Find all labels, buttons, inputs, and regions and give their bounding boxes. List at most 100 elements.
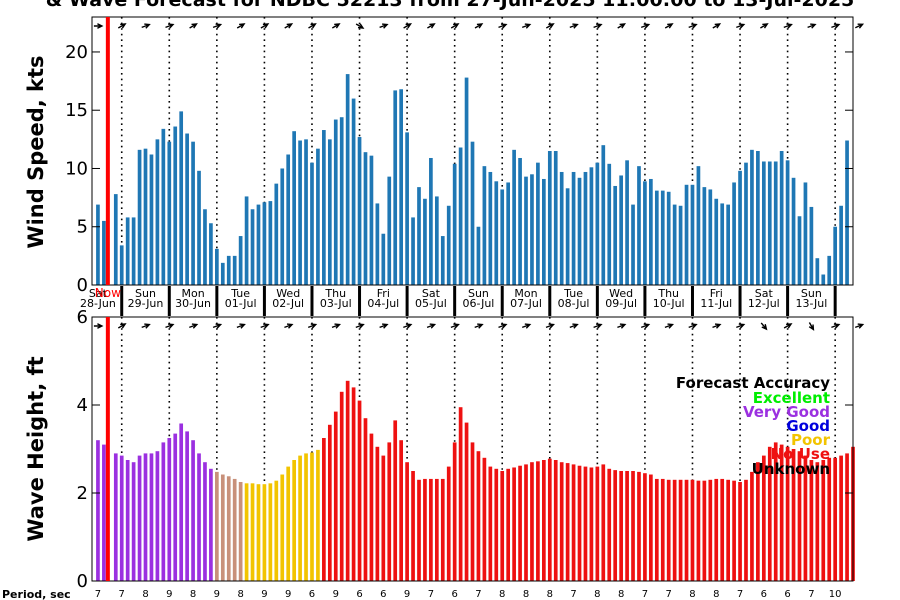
wind-bar — [458, 147, 463, 285]
direction-arrow — [93, 23, 104, 29]
wind-bar — [827, 255, 832, 285]
wind-bar — [268, 201, 273, 285]
wind-bar — [167, 141, 172, 285]
direction-arrow — [307, 323, 318, 329]
wave-bar — [345, 380, 350, 581]
period-value: 8 — [713, 589, 719, 600]
wind-bar — [464, 77, 469, 285]
day-label-strip: Sat28-JunSun29-JunMon30-JunTue01-JulWed0… — [80, 286, 837, 316]
wind-y-axis-label: Wind Speed, kts — [24, 55, 48, 248]
wind-bar — [470, 141, 475, 285]
wind-bar — [102, 220, 106, 285]
direction-arrow — [284, 23, 294, 29]
wind-bar — [536, 162, 540, 285]
direction-arrow — [783, 323, 793, 329]
wave-ytick-label: 2 — [77, 483, 88, 504]
direction-arrow — [855, 23, 865, 29]
wind-bar — [494, 181, 499, 285]
direction-arrow — [760, 23, 769, 29]
wave-bar — [571, 464, 576, 581]
wind-bar — [226, 255, 231, 285]
wave-bar — [220, 474, 225, 581]
day-name: Wed — [609, 287, 633, 300]
wave-bar — [452, 442, 457, 581]
direction-arrow — [117, 23, 127, 29]
day-name: Wed — [276, 287, 300, 300]
wind-bar — [363, 152, 368, 285]
wave-bar — [298, 455, 302, 581]
wind-bar — [351, 98, 356, 285]
period-value: 9 — [333, 589, 339, 600]
wave-bar — [429, 478, 433, 581]
day-date: 04-Jul — [367, 297, 399, 310]
wave-bar — [696, 480, 701, 581]
wave-bar — [476, 451, 481, 581]
wave-bar — [803, 455, 808, 581]
wind-bar — [452, 163, 457, 285]
wave-y-axis-label: Wave Height, ft — [24, 356, 48, 541]
direction-arrow — [450, 23, 460, 29]
wind-bar — [625, 160, 629, 285]
day-name: Thu — [657, 287, 679, 300]
wave-bar — [559, 462, 564, 581]
period-value: 7 — [95, 589, 101, 600]
direction-arrow — [427, 23, 436, 29]
day-name: Sat — [89, 287, 108, 300]
day-name: Sat — [422, 287, 441, 300]
wind-bar — [292, 131, 296, 285]
day-date: 01-Jul — [225, 297, 257, 310]
wind-bar — [839, 205, 843, 285]
wave-bar — [238, 482, 243, 581]
wave-bar — [191, 440, 195, 581]
wind-bar — [143, 148, 148, 285]
wave-bar — [714, 478, 719, 581]
wave-bar — [797, 451, 802, 581]
wind-bar — [286, 154, 291, 285]
wind-bar — [750, 149, 754, 285]
wave-bar — [524, 464, 528, 581]
direction-arrow — [165, 323, 175, 329]
wind-bar — [785, 160, 790, 285]
wind-y-axis: 0 5 10 15 20 — [65, 42, 853, 296]
direction-arrow — [712, 323, 722, 329]
direction-arrow — [189, 323, 199, 329]
wave-bar — [387, 442, 392, 581]
wind-bar — [654, 190, 659, 285]
wave-bar — [619, 471, 623, 581]
wind-bar — [666, 191, 671, 285]
wave-bar — [684, 479, 689, 581]
wave-bar — [322, 438, 326, 581]
wave-bar — [310, 452, 314, 581]
wave-bar — [720, 478, 725, 581]
wind-bar — [387, 176, 392, 285]
wave-ytick-label: 4 — [77, 395, 88, 416]
period-value: 6 — [309, 589, 315, 600]
direction-arrow — [93, 323, 104, 329]
wave-bar — [411, 471, 415, 581]
period-value: 7 — [808, 589, 814, 600]
wind-bar — [797, 216, 802, 285]
direction-arrow — [212, 323, 223, 329]
day-date: 02-Jul — [272, 297, 304, 310]
wave-bar — [690, 479, 695, 581]
wind-bar — [256, 204, 261, 285]
wind-bar — [791, 177, 796, 285]
wind-bar — [316, 148, 320, 285]
wave-bar — [268, 483, 273, 581]
direction-arrow — [617, 23, 627, 29]
wave-bar — [256, 484, 261, 581]
wave-bar — [185, 431, 189, 581]
direction-arrow — [521, 23, 532, 29]
wind-plot-frame — [91, 16, 854, 286]
wave-bar — [327, 424, 332, 581]
period-value: 10 — [829, 589, 842, 600]
period-value: 7 — [570, 589, 576, 600]
wave-bar — [131, 462, 136, 581]
wave-bar — [232, 478, 237, 581]
period-value: 8 — [190, 589, 196, 600]
wave-bar — [143, 453, 148, 581]
period-value: 9 — [285, 589, 291, 600]
direction-arrow — [331, 323, 342, 329]
wave-bar — [446, 466, 451, 581]
wave-bar — [833, 457, 838, 581]
